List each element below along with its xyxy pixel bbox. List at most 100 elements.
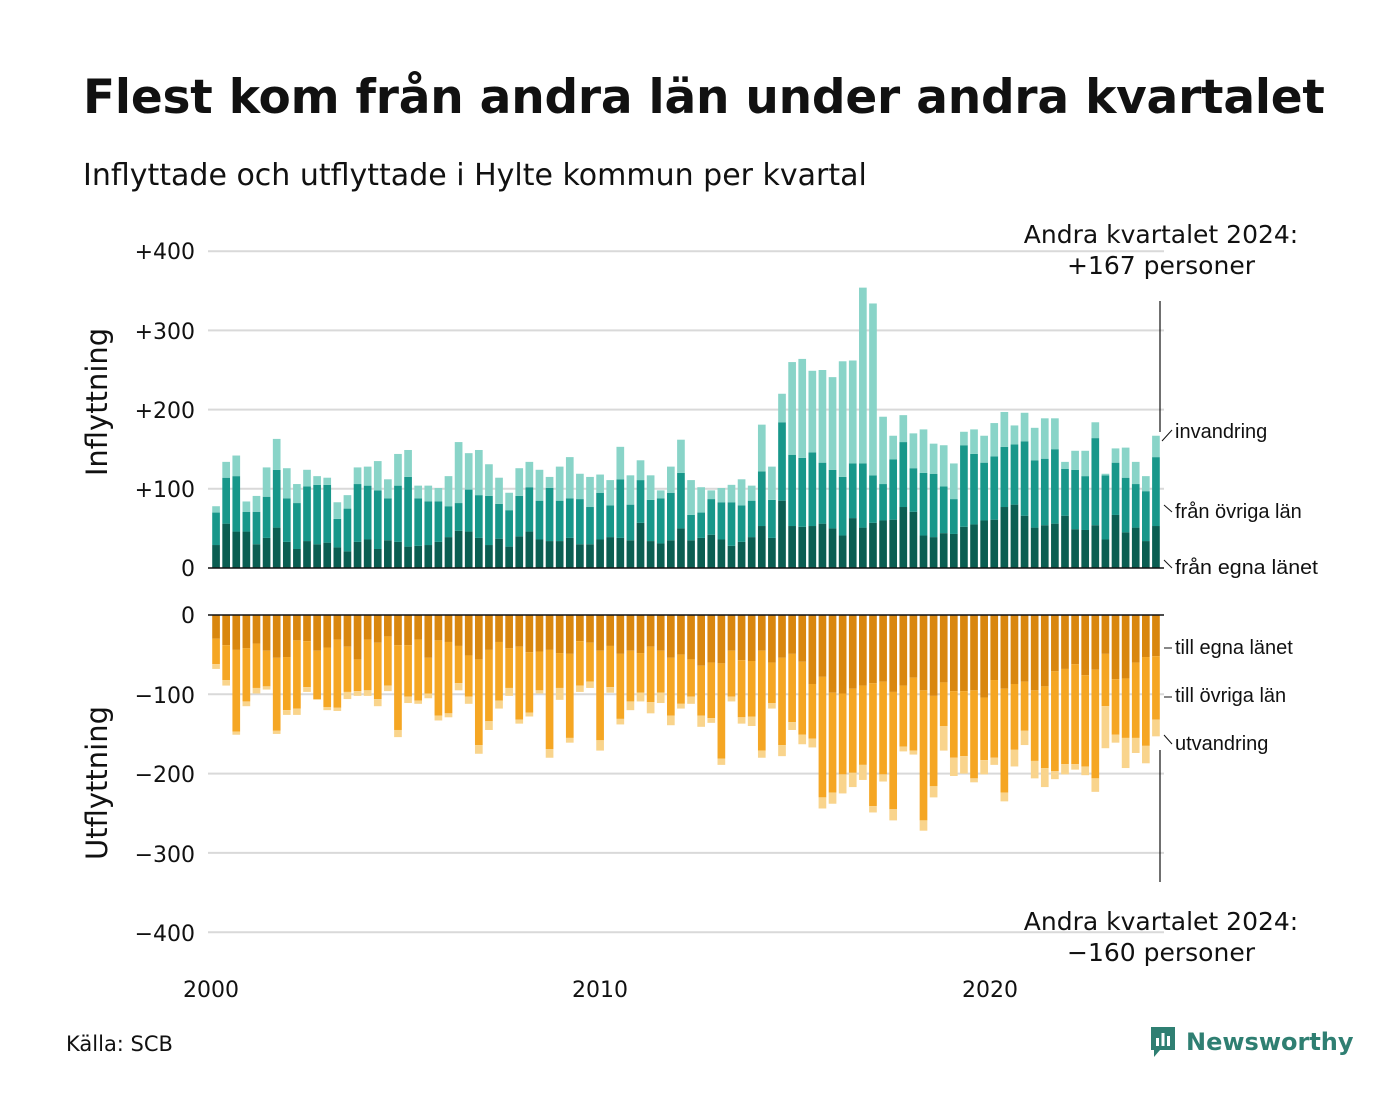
bar-fran-ovriga-lan	[747, 500, 756, 538]
bar-till-egna-lanet	[707, 615, 716, 663]
bar-till-egna-lanet	[535, 615, 544, 652]
bar-invandring	[949, 463, 958, 500]
bar-utvandring	[222, 680, 230, 686]
bar-utvandring	[1121, 737, 1130, 769]
bar-invandring	[818, 370, 827, 463]
xtick-2020: 2020	[962, 978, 1018, 1003]
bar-invandring	[1071, 450, 1079, 470]
bar-utvandring	[1061, 764, 1069, 775]
bar-fran-egna-lanet	[798, 526, 807, 568]
leader-line	[1163, 504, 1173, 513]
bar-invandring	[545, 476, 554, 489]
bar-utvandring	[272, 730, 281, 734]
bar-fran-ovriga-lan	[333, 518, 342, 548]
bar-till-ovriga-lan	[798, 661, 807, 735]
bar-utvandring	[1131, 737, 1140, 753]
bar-utvandring	[242, 701, 251, 707]
bar-till-egna-lanet	[474, 615, 483, 660]
bar-till-ovriga-lan	[919, 690, 928, 821]
bar-fran-ovriga-lan	[545, 488, 554, 542]
bar-till-ovriga-lan	[990, 680, 999, 758]
bar-utvandring	[889, 809, 898, 821]
leader-line	[1163, 734, 1173, 745]
series-label-invandring: invandring	[1175, 421, 1267, 443]
annotation-bottom-line2: −160 personer	[1067, 938, 1256, 967]
bar-utvandring	[707, 718, 716, 723]
bar-fran-egna-lanet	[636, 522, 645, 568]
bar-invandring	[667, 466, 675, 493]
bar-utvandring	[1152, 719, 1160, 737]
bar-till-egna-lanet	[252, 615, 261, 644]
bar-utvandring	[1111, 734, 1120, 743]
bar-till-ovriga-lan	[808, 683, 817, 739]
bar-till-egna-lanet	[293, 615, 301, 641]
bar-invandring	[1111, 448, 1120, 463]
bar-invandring	[727, 484, 736, 503]
bar-fran-ovriga-lan	[707, 499, 716, 535]
bar-fran-egna-lanet	[747, 537, 756, 568]
bar-till-ovriga-lan	[333, 639, 342, 708]
series-label-fran-egna-lanet: från egna länet	[1175, 557, 1318, 579]
bar-fran-ovriga-lan	[444, 506, 453, 538]
bar-fran-ovriga-lan	[343, 508, 352, 552]
bar-invandring	[788, 362, 796, 455]
bar-fran-egna-lanet	[1061, 515, 1069, 568]
bar-invandring	[859, 287, 867, 464]
bar-till-egna-lanet	[919, 615, 928, 691]
bar-fran-ovriga-lan	[737, 505, 746, 542]
bar-fran-ovriga-lan	[626, 504, 635, 541]
bar-fran-ovriga-lan	[252, 511, 261, 545]
xtick-2000: 2000	[183, 978, 239, 1003]
bar-fran-ovriga-lan	[869, 475, 877, 523]
bar-till-ovriga-lan	[949, 691, 958, 758]
bar-invandring	[980, 435, 988, 463]
bar-invandring	[717, 488, 726, 503]
bar-invandring	[656, 490, 665, 499]
bar-till-egna-lanet	[555, 615, 564, 654]
bar-utvandring	[939, 726, 948, 751]
bar-fran-egna-lanet	[737, 541, 746, 568]
bar-utvandring	[555, 687, 564, 700]
bar-invandring	[313, 476, 321, 485]
bar-fran-ovriga-lan	[980, 462, 988, 521]
bar-till-ovriga-lan	[596, 650, 604, 741]
bar-till-egna-lanet	[373, 615, 382, 643]
bar-till-ovriga-lan	[1051, 671, 1059, 772]
bar-till-egna-lanet	[1142, 615, 1150, 658]
bar-till-ovriga-lan	[394, 645, 402, 730]
bar-till-egna-lanet	[1010, 615, 1019, 684]
bar-till-ovriga-lan	[1152, 656, 1160, 720]
bar-fran-ovriga-lan	[586, 507, 594, 545]
bar-invandring	[353, 467, 362, 485]
bar-utvandring	[252, 687, 261, 694]
bar-till-ovriga-lan	[960, 691, 968, 757]
bar-fran-egna-lanet	[677, 528, 685, 568]
bar-till-ovriga-lan	[1081, 675, 1090, 767]
bar-fran-egna-lanet	[970, 524, 978, 568]
bar-fran-ovriga-lan	[899, 442, 908, 508]
bar-till-ovriga-lan	[1020, 681, 1029, 731]
bar-till-egna-lanet	[889, 615, 898, 692]
gridlines-utflyttning	[208, 693, 1164, 934]
bar-till-ovriga-lan	[545, 649, 554, 750]
bar-fran-egna-lanet	[525, 531, 534, 568]
bar-invandring	[242, 501, 251, 512]
bar-till-ovriga-lan	[454, 645, 463, 684]
bar-till-egna-lanet	[727, 615, 736, 651]
series-label-till-ovriga-lan: till övriga län	[1175, 685, 1286, 707]
bar-utvandring	[899, 746, 908, 752]
bar-fran-egna-lanet	[1081, 529, 1090, 568]
bar-invandring	[970, 429, 978, 454]
bar-fran-egna-lanet	[990, 519, 999, 568]
bar-till-egna-lanet	[636, 615, 645, 654]
bar-invandring	[899, 415, 908, 443]
bar-fran-ovriga-lan	[596, 492, 604, 540]
bar-utvandring	[677, 703, 685, 709]
bar-till-ovriga-lan	[363, 639, 372, 691]
bar-fran-ovriga-lan	[555, 500, 564, 542]
bar-utvandring	[626, 701, 635, 711]
bar-till-egna-lanet	[778, 615, 786, 658]
bar-till-egna-lanet	[232, 615, 241, 650]
bar-utvandring	[434, 715, 443, 721]
bar-utvandring	[717, 758, 726, 765]
